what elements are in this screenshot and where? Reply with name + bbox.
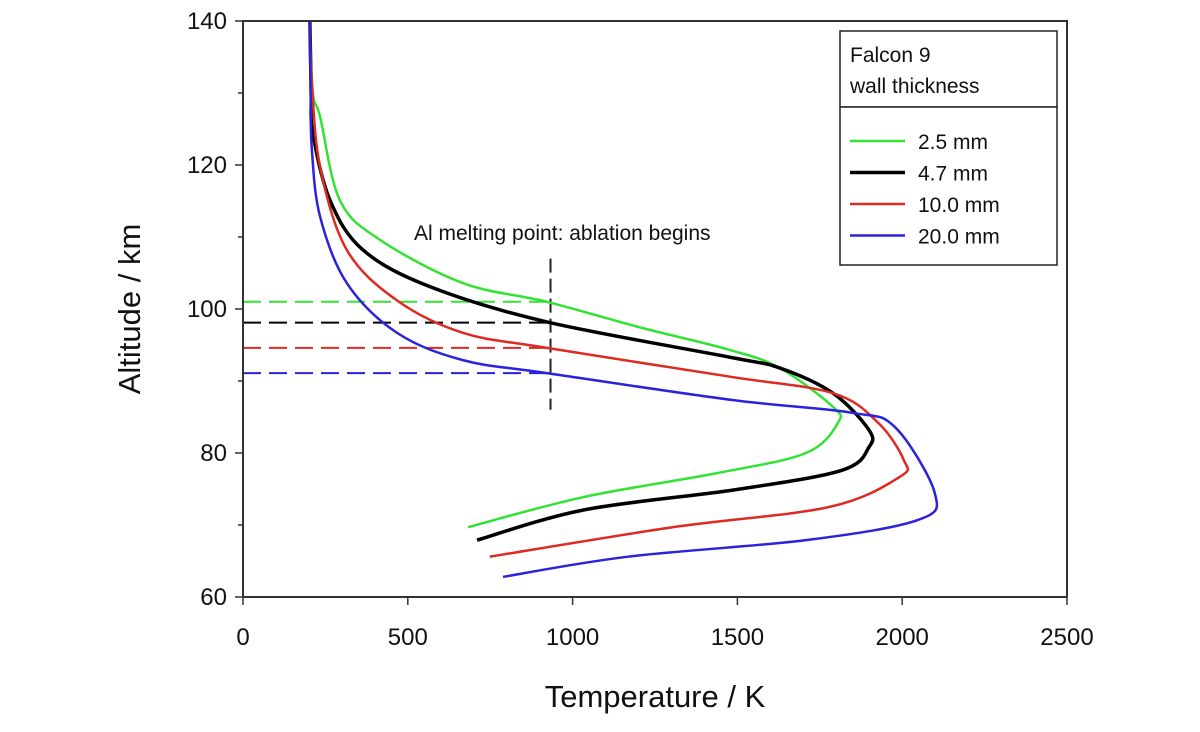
x-tick-label: 0	[236, 624, 249, 651]
y-axis-label: Altitude / km	[112, 224, 147, 395]
x-tick-label: 1000	[546, 624, 599, 651]
y-tick-label: 80	[200, 440, 227, 467]
y-tick-label: 60	[200, 584, 227, 611]
ablation-markers	[243, 258, 552, 410]
legend-title-line1: Falcon 9	[850, 44, 931, 67]
series-line-0	[308, 20, 843, 529]
legend-title-box	[839, 30, 1058, 108]
series-line-2	[308, 20, 910, 558]
legend-label: 10.0 mm	[918, 194, 1000, 217]
x-tick-label: 500	[388, 624, 428, 651]
legend: Falcon 9 wall thickness 2.5 mm 4.7 mm 10.0…	[839, 30, 1058, 266]
x-tick-label: 2000	[876, 624, 929, 651]
y-tick-label: 120	[187, 152, 227, 179]
x-tick-label: 2500	[1040, 624, 1093, 651]
series-curves	[308, 20, 939, 579]
series-line-1	[308, 20, 875, 542]
x-tick-label: 1500	[711, 624, 764, 651]
annotation-label: Al melting point: ablation begins	[414, 222, 711, 245]
series-line-3	[308, 20, 939, 579]
axes: 0 500 1000 1500 2000 2500 60 80 100 120 140	[187, 8, 1094, 651]
legend-label: 2.5 mm	[918, 131, 988, 154]
legend-label: 20.0 mm	[918, 226, 1000, 249]
legend-box	[839, 106, 1058, 266]
y-tick-label: 140	[187, 8, 227, 35]
legend-label: 4.7 mm	[918, 163, 988, 186]
legend-title-line2: wall thickness	[849, 75, 980, 98]
x-axis-label: Temperature / K	[545, 679, 766, 714]
y-tick-label: 100	[187, 296, 227, 323]
